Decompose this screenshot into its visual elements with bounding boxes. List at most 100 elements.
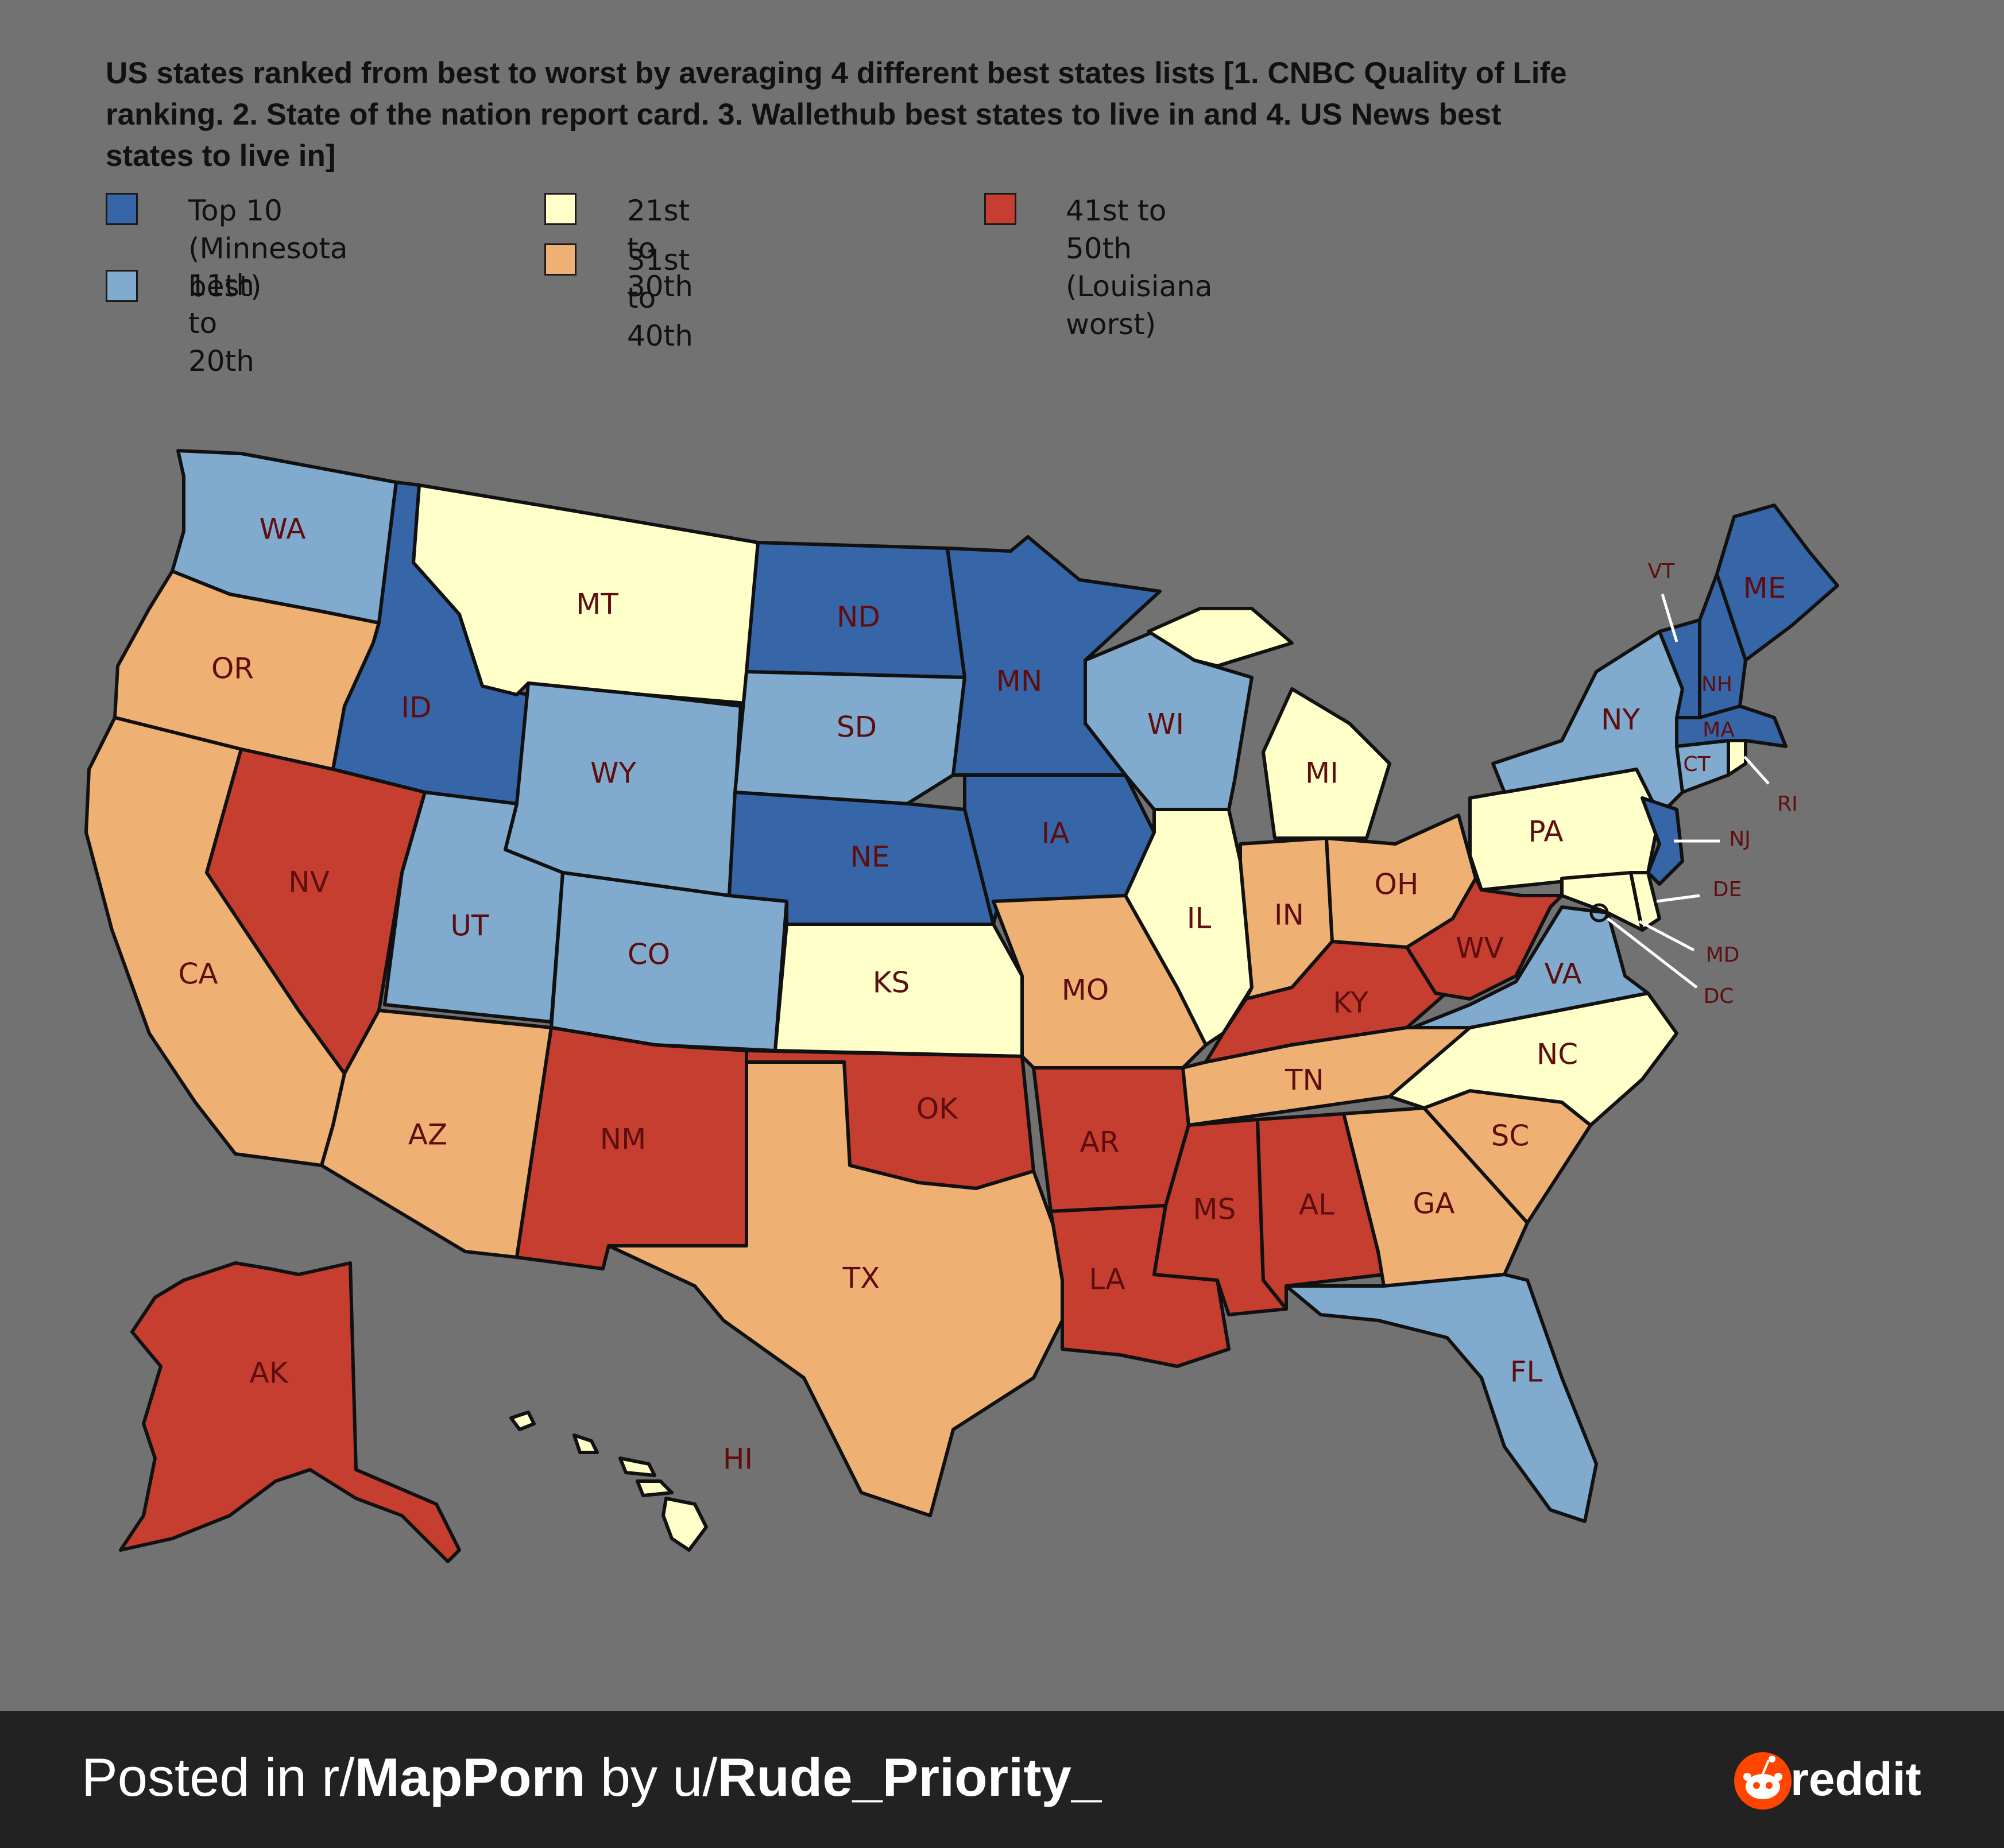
leader-ri [1743, 756, 1770, 785]
state-label: CT [1683, 753, 1711, 776]
state-label: OH [1375, 868, 1419, 901]
state-label: SC [1491, 1119, 1530, 1153]
state-mi [1262, 687, 1391, 840]
state-hi [509, 1411, 708, 1552]
state-label: NC [1537, 1038, 1578, 1071]
dc-marker [1589, 903, 1609, 923]
state-label: KS [873, 966, 910, 999]
state-label: RI [1777, 792, 1798, 816]
legend-label: Top 10 (Minnesota best) [188, 194, 348, 303]
state-label: SD [837, 711, 877, 744]
state-label: NE [850, 840, 890, 874]
hi-island [572, 1434, 599, 1454]
state-nj [1641, 796, 1684, 886]
state-label: OR [211, 652, 254, 685]
state-label: ME [1743, 572, 1786, 605]
legend-swatch [544, 193, 577, 225]
state-fl [1285, 1273, 1598, 1523]
map-title: US states ranked from best to worst by a… [106, 56, 1567, 173]
legend-label: 11th to 20th [188, 269, 254, 378]
posted-prefix: Posted in r/ [82, 1747, 355, 1807]
state-label: LA [1089, 1263, 1125, 1296]
legend-label: 31st to 40th [627, 243, 693, 352]
state-label: ID [401, 691, 431, 725]
legend-label: 41st to 50th (Louisiana worst) [1066, 194, 1213, 341]
state-de [1629, 871, 1661, 932]
state-label: MA [1703, 718, 1735, 742]
state-label: VT [1648, 560, 1676, 583]
state-label: MN [996, 665, 1043, 698]
state-label: ND [837, 600, 880, 634]
leader-dc [1607, 917, 1698, 989]
state-label: NJ [1729, 827, 1751, 851]
state-labels: WA OR CA ID NV MT WY UT AZ CO NM ND SD N… [178, 513, 1797, 1476]
state-sd [733, 670, 966, 805]
state-me [1715, 503, 1839, 662]
hi-island [661, 1497, 708, 1552]
leader-de [1656, 894, 1700, 903]
leader-md [1638, 920, 1695, 952]
state-label: AR [1080, 1126, 1120, 1159]
state-ri [1727, 739, 1747, 777]
state-label: NV [288, 866, 330, 899]
state-label: AK [250, 1357, 289, 1390]
state-label: TX [842, 1262, 880, 1295]
state-tx [607, 1060, 1070, 1517]
state-mi-up [1147, 607, 1294, 668]
state-label: MT [576, 588, 618, 621]
state-md [1560, 871, 1644, 932]
state-label: FL [1510, 1355, 1543, 1389]
state-label: IN [1274, 898, 1304, 932]
states-layer [84, 449, 1839, 1563]
state-label: NM [600, 1123, 647, 1156]
state-label: IA [1042, 817, 1070, 850]
state-label: WA [260, 513, 306, 546]
hi-island [509, 1411, 536, 1431]
legend-swatch [984, 193, 1016, 225]
state-label: DC [1704, 985, 1734, 1008]
state-label: NH [1701, 673, 1732, 696]
state-nh [1698, 572, 1747, 719]
posted-in-text: Posted in r/MapPorn by u/Rude_Priority_ [82, 1743, 1101, 1812]
state-label: HI [723, 1443, 753, 1476]
footer-bar: Posted in r/MapPorn by u/Rude_Priority_ … [0, 1711, 2004, 1848]
state-label: DE [1713, 878, 1742, 901]
state-label: MO [1062, 974, 1109, 1007]
state-label: VA [1544, 958, 1581, 991]
hi-island [618, 1456, 656, 1477]
state-label: OK [916, 1092, 958, 1126]
state-label: PA [1528, 815, 1563, 849]
state-ak [119, 1261, 461, 1563]
state-label: NY [1601, 703, 1640, 737]
state-vt [1658, 618, 1701, 719]
state-label: UT [450, 909, 489, 943]
legend-label: 21st to 30th [627, 194, 693, 303]
reddit-icon [1734, 1752, 1792, 1810]
state-label: TN [1285, 1064, 1324, 1097]
state-label: WI [1147, 708, 1184, 741]
posted-by: by u/ [585, 1747, 718, 1807]
state-label: IL [1187, 902, 1212, 935]
state-label: GA [1413, 1187, 1455, 1221]
leader-vt [1661, 594, 1678, 642]
state-label: WY [590, 757, 636, 790]
us-map: WA OR CA ID NV MT WY UT AZ CO NM ND SD N… [84, 449, 1839, 1563]
state-label: MI [1305, 757, 1338, 790]
leader-lines [1607, 594, 1770, 989]
state-label: MS [1193, 1193, 1236, 1226]
legend-swatch [106, 270, 138, 302]
subreddit-link[interactable]: MapPorn [354, 1747, 586, 1807]
legend-swatch [106, 193, 138, 225]
state-label: WV [1456, 932, 1504, 965]
state-label: AL [1299, 1188, 1334, 1222]
state-label: CA [178, 958, 218, 991]
user-link[interactable]: Rude_Priority_ [717, 1747, 1102, 1807]
state-label: AZ [408, 1118, 447, 1152]
reddit-wordmark: reddit [1790, 1753, 1921, 1806]
state-label: CO [628, 938, 670, 971]
hi-island [636, 1479, 674, 1497]
state-label: MD [1706, 943, 1740, 967]
state-il [1124, 808, 1254, 1047]
state-ky [1204, 940, 1454, 1064]
state-label: KY [1333, 986, 1368, 1020]
